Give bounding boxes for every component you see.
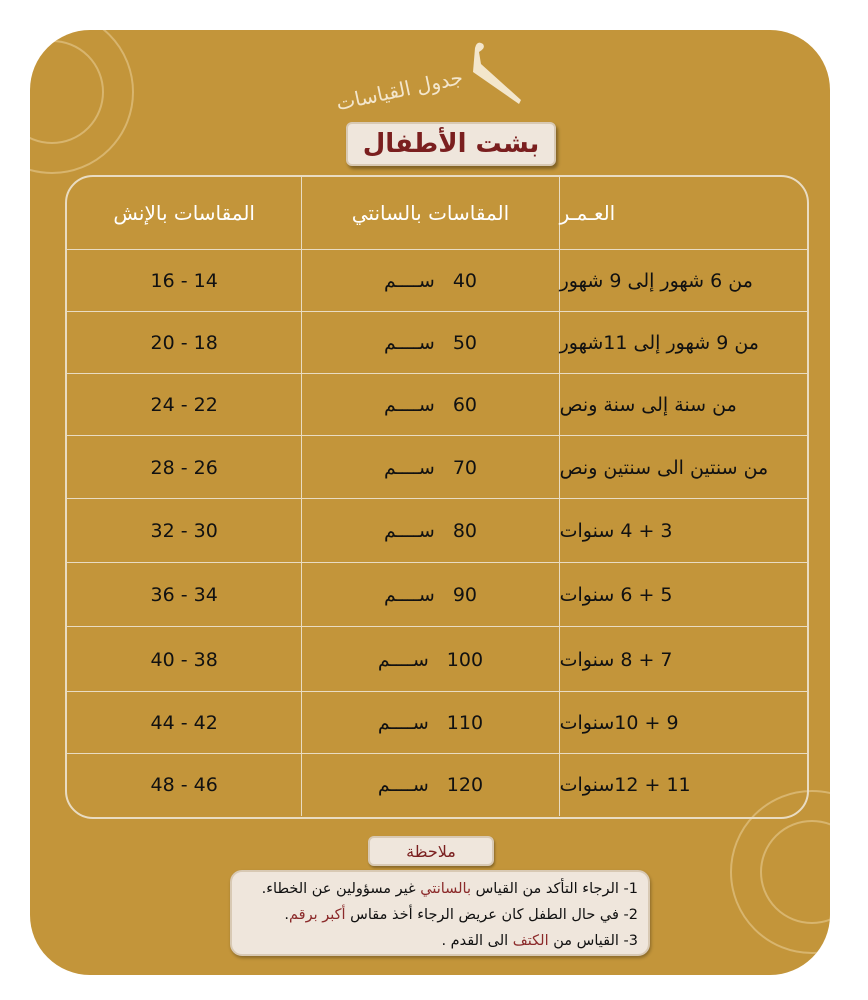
cm-unit: ســــم <box>377 712 429 734</box>
inches-cell: 40 - 38 <box>150 648 218 671</box>
cm-unit: ســــم <box>383 520 435 542</box>
age-cell: من 6 شهور إلى 9 شهور <box>559 270 753 292</box>
cm-value: 70 <box>452 456 477 479</box>
note-text: 1- الرجاء التأكد من القياس <box>471 881 638 897</box>
size-table: المقاسات بالإنش المقاسات بالسانتي العـمـ… <box>65 175 809 819</box>
table-row: 32 - 30 ســــم 80 3 + 4 سنوات <box>67 498 807 563</box>
cm-unit: ســــم <box>377 774 429 796</box>
inches-cell: 44 - 42 <box>150 712 218 734</box>
inches-cell: 16 - 14 <box>150 270 218 292</box>
table-row: 44 - 42 ســــم 110 9 + 10سنوات <box>67 691 807 754</box>
age-cell: من سنة إلى سنة ونص <box>559 394 737 416</box>
note-text: الى القدم . <box>441 933 513 949</box>
age-cell: من 9 شهور إلى 11شهور <box>559 332 759 354</box>
cm-cell: ســــم 90 <box>301 563 560 627</box>
note-item: 1- الرجاء التأكد من القياس بالسانتي غير … <box>242 876 638 902</box>
inches-cell: 28 - 26 <box>150 456 218 479</box>
cm-cell: ســــم 40 <box>301 250 560 312</box>
age-cell: 7 + 8 سنوات <box>559 648 673 671</box>
cm-value: 110 <box>446 712 484 734</box>
note-text: 3- القياس من <box>548 933 638 949</box>
inches-cell: 20 - 18 <box>150 332 218 354</box>
table-row: 28 - 26 ســــم 70 من سنتين الى سنتين ونص <box>67 435 807 499</box>
inches-cell: 36 - 34 <box>150 584 218 606</box>
note-text: 2- في حال الطفل كان عريض الرجاء أخذ مقاس <box>345 907 638 923</box>
cm-cell: ســــم 80 <box>301 499 560 563</box>
notes-label: ملاحظة <box>368 836 494 866</box>
cm-cell: ســــم 110 <box>301 692 560 754</box>
note-highlight: أكبر برقم <box>289 907 346 923</box>
cm-unit: ســــم <box>377 648 429 671</box>
cm-value: 60 <box>452 394 477 416</box>
cm-cell: ســــم 100 <box>301 627 560 692</box>
cm-unit: ســــم <box>383 456 435 479</box>
cm-unit: ســــم <box>383 270 435 292</box>
cm-value: 80 <box>452 520 477 542</box>
table-row: 48 - 46 ســــم 120 11 + 12سنوات <box>67 753 807 816</box>
table-row: 36 - 34 ســــم 90 5 + 6 سنوات <box>67 562 807 627</box>
cm-unit: ســــم <box>383 394 435 416</box>
inches-cell: 48 - 46 <box>150 774 218 796</box>
cm-value: 40 <box>452 270 477 292</box>
age-cell: 11 + 12سنوات <box>559 774 691 796</box>
table-row: 16 - 14 ســــم 40 من 6 شهور إلى 9 شهور <box>67 249 807 312</box>
cm-cell: ســــم 60 <box>301 374 560 436</box>
note-highlight: الكتف <box>512 933 549 949</box>
table-row: 20 - 18 ســــم 50 من 9 شهور إلى 11شهور <box>67 311 807 374</box>
cm-value: 100 <box>446 648 484 671</box>
note-text: غير مسؤولين عن الخطاء. <box>261 881 421 897</box>
note-item: 3- القياس من الكتف الى القدم . <box>242 928 638 954</box>
notes-box: 1- الرجاء التأكد من القياس بالسانتي غير … <box>230 870 650 956</box>
table-header: المقاسات بالإنش المقاسات بالسانتي العـمـ… <box>67 177 807 249</box>
cm-value: 120 <box>446 774 484 796</box>
inches-cell: 32 - 30 <box>150 520 218 542</box>
page-title: بشت الأطفال <box>346 122 556 166</box>
cm-cell: ســــم 70 <box>301 436 560 499</box>
note-highlight: بالسانتي <box>420 881 471 897</box>
cm-cell: ســــم 120 <box>301 754 560 816</box>
cm-unit: ســــم <box>383 584 435 606</box>
note-text: . <box>284 907 290 923</box>
hanger-icon <box>473 42 521 104</box>
cm-value: 90 <box>452 584 477 606</box>
cm-cell: ســــم 50 <box>301 312 560 374</box>
brand-text: جدول القياسات <box>333 64 466 116</box>
header-inches: المقاسات بالإنش <box>113 201 255 225</box>
header-age: العـمـر <box>559 201 616 225</box>
age-cell: 5 + 6 سنوات <box>559 584 673 606</box>
table-row: 40 - 38 ســــم 100 7 + 8 سنوات <box>67 626 807 692</box>
age-cell: 3 + 4 سنوات <box>559 520 673 542</box>
size-chart-card: جدول القياسات بشت الأطفال المقاسات بالإن… <box>30 30 830 975</box>
table-row: 24 - 22 ســــم 60 من سنة إلى سنة ونص <box>67 373 807 436</box>
cm-value: 50 <box>452 332 477 354</box>
inches-cell: 24 - 22 <box>150 394 218 416</box>
age-cell: 9 + 10سنوات <box>559 712 679 734</box>
header-cm: المقاسات بالسانتي <box>301 177 560 249</box>
note-item: 2- في حال الطفل كان عريض الرجاء أخذ مقاس… <box>242 902 638 928</box>
cm-unit: ســــم <box>383 332 435 354</box>
age-cell: من سنتين الى سنتين ونص <box>559 456 769 479</box>
